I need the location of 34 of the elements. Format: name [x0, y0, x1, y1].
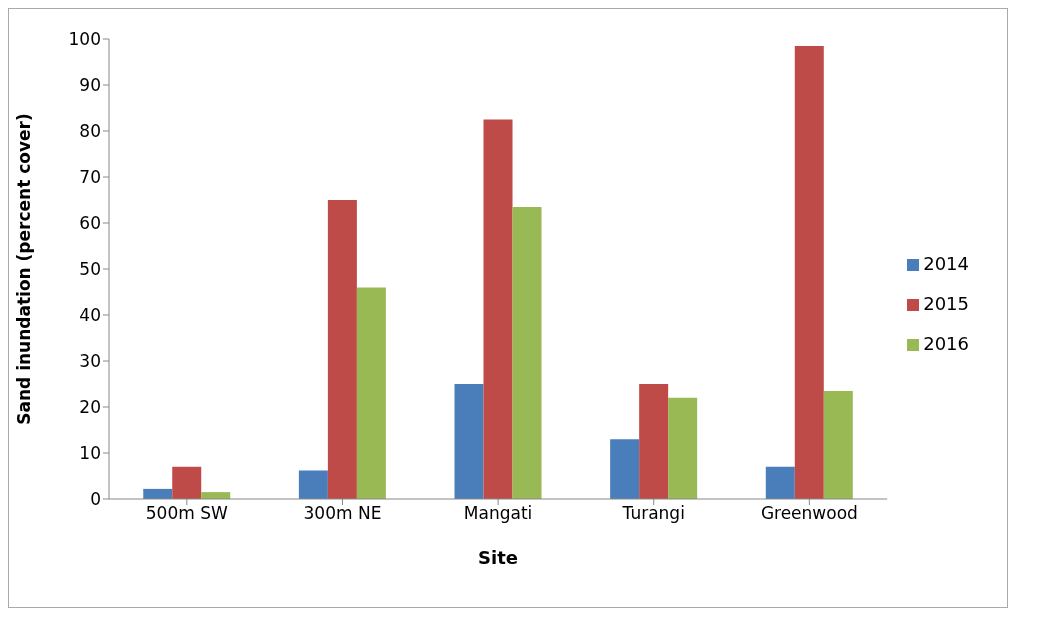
- x-tick-label: Mangati: [463, 503, 533, 524]
- bar: [668, 397, 698, 499]
- y-tick-label: 0: [90, 489, 101, 510]
- bar: [356, 287, 386, 499]
- bar: [298, 470, 328, 499]
- y-tick-label: 100: [68, 29, 101, 50]
- x-tick-label: 500m SW: [145, 503, 229, 524]
- bar: [512, 206, 542, 499]
- y-tick-label: 40: [79, 305, 101, 326]
- bar: [823, 390, 853, 499]
- x-tick-label: Greenwood: [760, 503, 858, 524]
- y-tick-label: 20: [79, 397, 101, 418]
- y-tick-label: 60: [79, 213, 101, 234]
- y-tick-label: 50: [79, 259, 101, 280]
- y-tick-label: 70: [79, 167, 101, 188]
- y-tick-label: 80: [79, 121, 101, 142]
- bar: [639, 384, 669, 499]
- bar: [794, 45, 824, 499]
- x-tick-label: Turangi: [621, 503, 685, 524]
- y-tick-label: 90: [79, 75, 101, 96]
- x-tick-label: 300m NE: [303, 503, 382, 524]
- y-axis-title: Sand inundation (percent cover): [14, 113, 35, 425]
- y-tick-label: 30: [79, 351, 101, 372]
- bar: [454, 384, 484, 499]
- legend-label: 2016: [923, 333, 969, 354]
- bar: [327, 200, 357, 499]
- bar: [172, 466, 202, 499]
- legend-label: 2014: [923, 253, 969, 274]
- bar: [610, 439, 640, 499]
- x-axis-title: Site: [478, 547, 519, 568]
- bar: [765, 466, 795, 499]
- y-tick-label: 10: [79, 443, 101, 464]
- legend-label: 2015: [923, 293, 969, 314]
- bar: [483, 119, 513, 499]
